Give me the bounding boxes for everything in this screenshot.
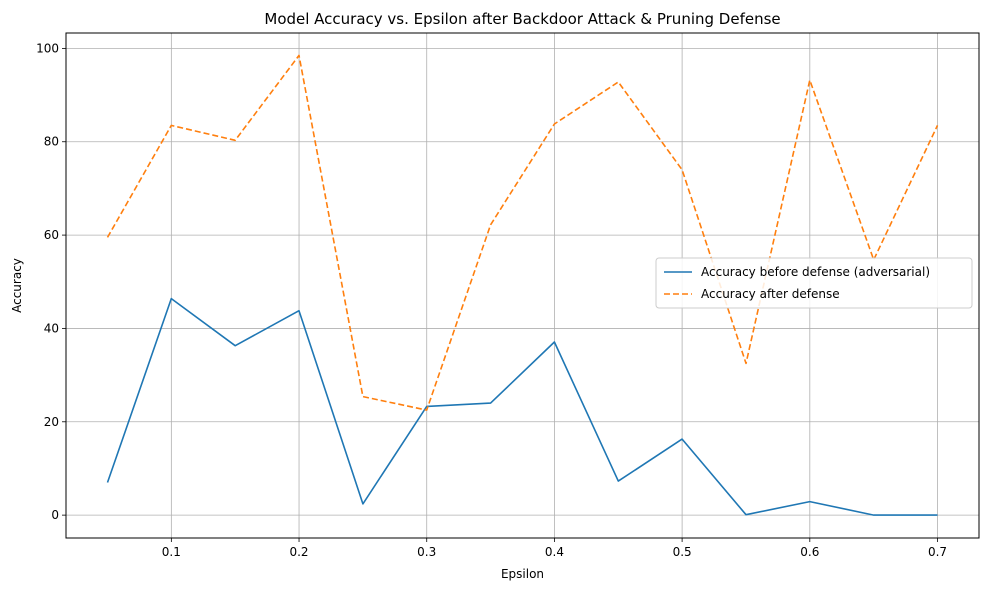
- y-tick-label: 40: [44, 321, 59, 335]
- grid-lines: [66, 33, 979, 538]
- y-tick-label: 20: [44, 415, 59, 429]
- legend-label: Accuracy after defense: [701, 287, 840, 301]
- x-tick-label: 0.2: [289, 545, 308, 559]
- x-tick-label: 0.1: [162, 545, 181, 559]
- x-tick-label: 0.7: [928, 545, 947, 559]
- x-axis-label: Epsilon: [501, 567, 544, 581]
- y-tick-label: 60: [44, 228, 59, 242]
- series-lines: [106, 54, 939, 516]
- y-axis-label: Accuracy: [10, 258, 24, 313]
- x-axis-ticks: 0.1 0.2 0.3 0.4 0.5 0.6 0.7: [162, 538, 947, 559]
- y-tick-label: 0: [51, 508, 59, 522]
- x-tick-label: 0.4: [545, 545, 564, 559]
- legend-label: Accuracy before defense (adversarial): [701, 265, 930, 279]
- x-tick-label: 0.3: [417, 545, 436, 559]
- y-tick-label: 80: [44, 135, 59, 149]
- legend-box: [655, 257, 973, 309]
- y-axis-ticks: 0 20 40 60 80 100: [36, 41, 66, 522]
- series-line-1: [106, 297, 938, 516]
- legend: Accuracy before defense (adversarial) Acc…: [655, 257, 973, 309]
- x-tick-label: 0.5: [673, 545, 692, 559]
- chart-title: Model Accuracy vs. Epsilon after Backdoo…: [264, 10, 780, 28]
- series-line-2: [106, 54, 939, 411]
- x-tick-label: 0.6: [800, 545, 819, 559]
- plot-frame: [65, 32, 980, 539]
- y-tick-label: 100: [36, 41, 59, 55]
